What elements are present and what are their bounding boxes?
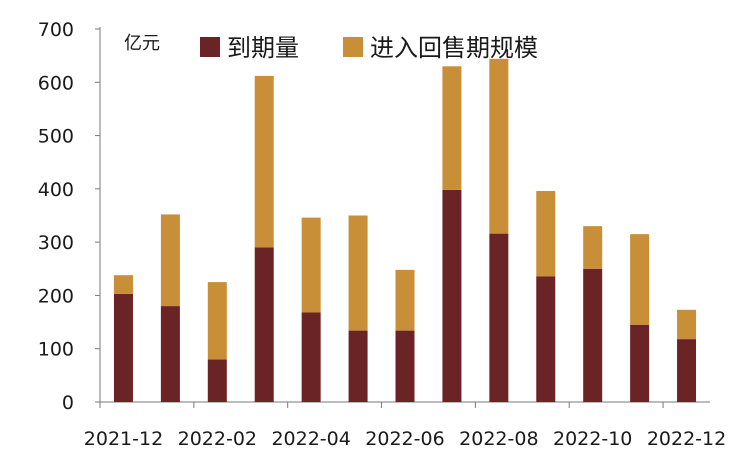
x-tick-label: 2022-04: [271, 428, 350, 450]
legend: 到期量 进入回售期规模: [200, 34, 538, 62]
y-tick-label: 0: [62, 392, 74, 414]
x-tick-label: 2022-02: [178, 428, 257, 450]
bar-putback-2022-04: [301, 217, 321, 313]
bar-maturity-2022-09: [536, 276, 556, 402]
y-tick-label: 400: [38, 179, 74, 201]
x-tick-label: 2022-12: [647, 428, 726, 450]
bar-maturity-2022-02: [207, 359, 227, 402]
y-tick-label: 500: [38, 126, 74, 148]
bars: [113, 58, 697, 402]
bar-maturity-2022-05: [348, 330, 368, 402]
bar-putback-2022-06: [395, 269, 415, 331]
bar-maturity-2022-10: [583, 268, 603, 402]
bar-putback-2022-07: [442, 66, 462, 190]
bar-putback-2022-08: [489, 58, 509, 234]
bar-maturity-2021-12: [113, 293, 133, 402]
x-tick-label: 2022-08: [459, 428, 538, 450]
bar-maturity-2022-03: [254, 247, 274, 402]
x-axis: 2021-12 2022-02 2022-04 2022-06 2022-08 2022-…: [84, 401, 726, 450]
bar-putback-2022-01: [160, 214, 180, 307]
unit-label: 亿元: [124, 33, 160, 54]
bar-putback-2022-12: [677, 309, 697, 340]
bar-putback-2021-12: [113, 275, 133, 294]
bar-maturity-2022-04: [301, 312, 321, 402]
bar-maturity-2022-07: [442, 189, 462, 402]
x-tick-label: 2022-06: [365, 428, 444, 450]
y-tick-label: 200: [38, 285, 74, 307]
y-tick-label: 100: [38, 339, 74, 361]
legend-label: 到期量: [227, 34, 299, 62]
bar-maturity-2022-01: [160, 306, 180, 402]
y-tick-label: 600: [38, 72, 74, 94]
x-tick-label: 2022-10: [553, 428, 632, 450]
y-tick-label: 300: [38, 232, 74, 254]
bar-maturity-2022-12: [677, 339, 697, 402]
legend-label: 进入回售期规模: [370, 34, 538, 62]
bar-maturity-2022-08: [489, 233, 509, 402]
bar-putback-2022-02: [207, 282, 227, 360]
y-axis: 0 100 200 300 400 500 600 700: [38, 19, 101, 414]
bar-putback-2022-03: [254, 75, 274, 248]
bar-putback-2022-05: [348, 215, 368, 331]
x-tick-label: 2021-12: [84, 428, 163, 450]
y-tick-label: 700: [38, 19, 74, 41]
bar-putback-2022-10: [583, 226, 603, 269]
bar-maturity-2022-06: [395, 330, 415, 402]
bar-putback-2022-11: [630, 234, 650, 325]
bar-maturity-2022-11: [630, 324, 650, 402]
bar-putback-2022-09: [536, 190, 556, 277]
legend-swatch: [343, 37, 363, 57]
legend-swatch: [200, 37, 220, 57]
